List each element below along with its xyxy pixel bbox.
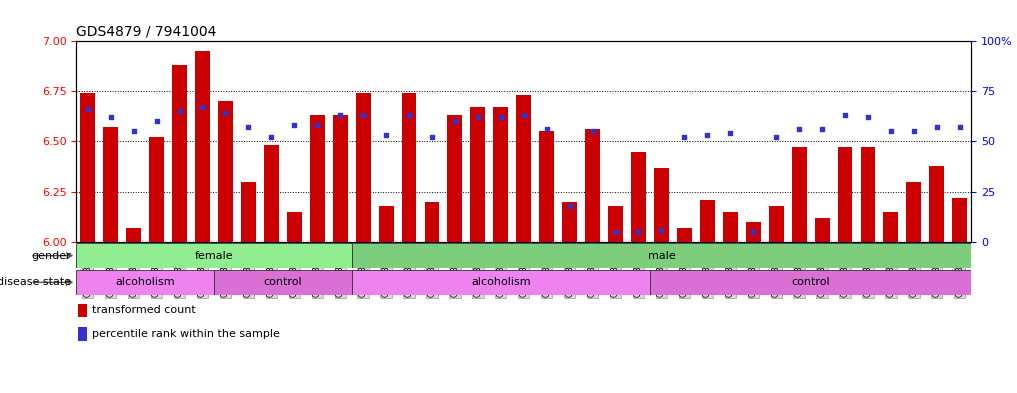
Bar <box>769 206 784 242</box>
Point <box>929 124 945 130</box>
Bar <box>471 107 485 242</box>
Bar <box>172 65 187 242</box>
Point <box>355 112 371 119</box>
Bar <box>930 165 944 242</box>
Bar <box>631 151 646 242</box>
Bar <box>104 127 118 242</box>
Point <box>470 114 486 121</box>
Bar <box>287 211 302 242</box>
Point <box>218 110 234 117</box>
Bar <box>352 243 971 268</box>
Text: disease state: disease state <box>0 277 71 287</box>
Point <box>883 128 899 134</box>
Point <box>79 106 96 112</box>
Bar <box>493 107 508 242</box>
Bar <box>78 304 86 317</box>
Point <box>722 130 738 137</box>
Point <box>768 134 784 141</box>
Point <box>906 128 922 134</box>
Point <box>424 134 440 141</box>
Bar <box>791 147 806 242</box>
Bar <box>677 228 692 242</box>
Point <box>837 112 853 119</box>
Point <box>240 124 256 130</box>
Bar <box>424 202 439 242</box>
Bar <box>333 116 348 242</box>
Bar <box>860 147 876 242</box>
Point <box>952 124 968 130</box>
Bar <box>356 94 370 242</box>
Bar <box>838 147 852 242</box>
Bar <box>745 222 761 242</box>
Text: gender: gender <box>32 251 71 261</box>
Text: male: male <box>648 251 675 261</box>
Point <box>607 228 623 235</box>
Bar <box>352 270 650 295</box>
Bar <box>218 101 233 242</box>
Text: control: control <box>263 277 302 287</box>
Point <box>516 112 532 119</box>
Point <box>446 118 463 125</box>
Bar <box>214 270 352 295</box>
Bar <box>517 95 531 242</box>
Text: transformed count: transformed count <box>93 305 196 316</box>
Bar <box>378 206 394 242</box>
Bar <box>76 270 214 295</box>
Bar <box>78 327 86 341</box>
Point <box>814 126 830 132</box>
Point <box>172 108 188 114</box>
Point <box>539 126 555 132</box>
Text: control: control <box>791 277 830 287</box>
Point <box>148 118 165 125</box>
Bar <box>76 243 352 268</box>
Point <box>194 104 211 110</box>
Point <box>309 122 325 129</box>
Bar <box>884 211 898 242</box>
Bar <box>952 198 967 242</box>
Point <box>653 226 669 233</box>
Point <box>859 114 876 121</box>
Bar <box>700 200 715 242</box>
Bar <box>263 145 279 242</box>
Bar <box>906 182 921 242</box>
Point <box>492 114 508 121</box>
Point <box>631 228 647 235</box>
Point <box>700 132 716 139</box>
Point <box>378 132 395 139</box>
Bar <box>310 116 324 242</box>
Bar <box>149 138 164 242</box>
Point <box>401 112 417 119</box>
Text: female: female <box>194 251 233 261</box>
Bar <box>608 206 623 242</box>
Point <box>332 112 348 119</box>
Text: GDS4879 / 7941004: GDS4879 / 7941004 <box>76 25 217 39</box>
Bar <box>562 202 577 242</box>
Point <box>585 128 601 134</box>
Text: alcoholism: alcoholism <box>471 277 531 287</box>
Point <box>103 114 119 121</box>
Point <box>286 122 302 129</box>
Text: alcoholism: alcoholism <box>115 277 175 287</box>
Bar <box>126 228 141 242</box>
Bar <box>80 94 96 242</box>
Bar <box>650 270 971 295</box>
Bar <box>815 218 830 242</box>
Text: percentile rank within the sample: percentile rank within the sample <box>93 329 280 339</box>
Point <box>561 202 578 209</box>
Point <box>676 134 693 141</box>
Bar <box>654 167 669 242</box>
Bar <box>585 129 600 242</box>
Point <box>263 134 280 141</box>
Bar <box>539 131 554 242</box>
Bar <box>241 182 256 242</box>
Bar <box>402 94 417 242</box>
Point <box>791 126 807 132</box>
Bar <box>195 51 210 242</box>
Bar <box>447 116 463 242</box>
Bar <box>723 211 737 242</box>
Point <box>125 128 141 134</box>
Point <box>745 228 762 235</box>
